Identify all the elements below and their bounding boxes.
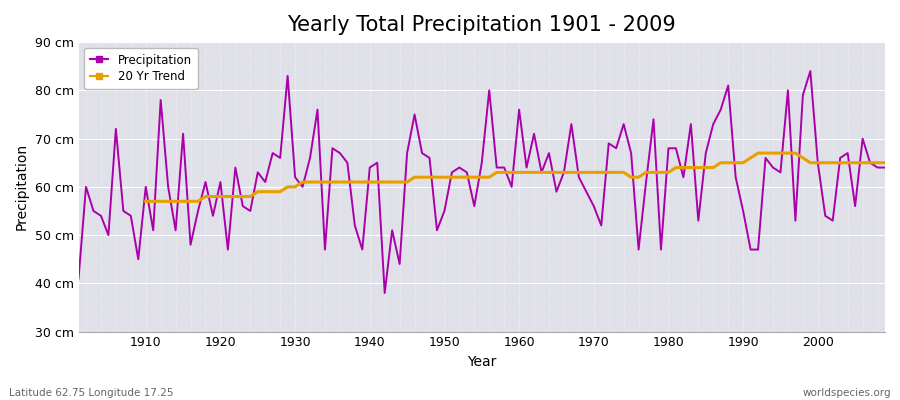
Title: Yearly Total Precipitation 1901 - 2009: Yearly Total Precipitation 1901 - 2009 [287, 15, 676, 35]
X-axis label: Year: Year [467, 355, 497, 369]
Text: worldspecies.org: worldspecies.org [803, 388, 891, 398]
Legend: Precipitation, 20 Yr Trend: Precipitation, 20 Yr Trend [85, 48, 197, 89]
Text: Latitude 62.75 Longitude 17.25: Latitude 62.75 Longitude 17.25 [9, 388, 174, 398]
Y-axis label: Precipitation: Precipitation [15, 143, 29, 230]
